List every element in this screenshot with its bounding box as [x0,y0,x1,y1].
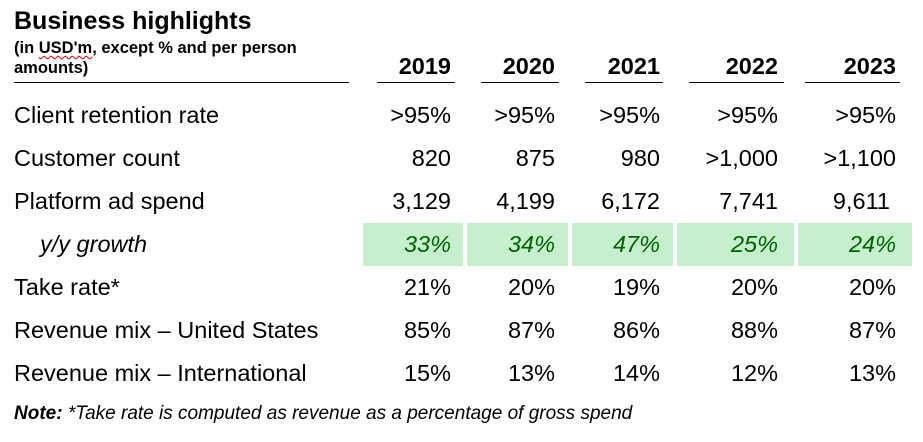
footnote-prefix: Note: [14,403,63,424]
growth-row-cell-gap [463,223,467,266]
table-cell: 21% [403,274,451,300]
table-cell: 87% [507,317,555,343]
table-cell: 980 [620,145,660,171]
year-header-2019: 2019 [398,53,451,79]
table-cell: 25% [730,231,778,257]
table-cell: 820 [411,145,451,171]
table-subtitle: (in USD'm, except % and per person amoun… [14,38,349,78]
table-cell: 875 [515,145,555,171]
row-label-revenue-mix-us: Revenue mix – United States [14,317,319,343]
table-cell: 24% [848,231,896,257]
row-label-customer-count: Customer count [14,145,180,171]
table-cell: 13% [848,360,896,386]
growth-row-highlight [363,223,912,266]
table-cell: >1,100 [823,145,896,171]
table-cell: 87% [848,317,896,343]
year-2021-underline [585,82,663,83]
row-label-yy-growth: y/y growth [40,231,148,257]
label-column-underline [14,82,349,83]
table-cell: 20% [730,274,778,300]
subtitle-suffix: , except % and per person amounts) [14,39,297,77]
growth-row-cell-gap [794,223,798,266]
year-header-2022: 2022 [725,53,778,79]
growth-row-cell-gap [568,223,572,266]
table-cell: 3,129 [392,188,451,214]
table-cell: 86% [612,317,660,343]
row-label-take-rate: Take rate* [14,274,120,300]
year-header-2021: 2021 [607,53,660,79]
table-cell: 47% [612,231,660,257]
row-label-revenue-mix-international: Revenue mix – International [14,360,307,386]
table-cell: >95% [599,102,660,128]
subtitle-currency-unit: USD'm [38,39,93,57]
year-2019-underline [377,82,455,83]
subtitle-prefix: (in [14,39,39,57]
table-cell: >95% [494,102,555,128]
table-cell: >95% [390,102,451,128]
table-cell: 33% [403,231,451,257]
table-cell: >95% [717,102,778,128]
footnote: Note: *Take rate is computed as revenue … [14,402,632,426]
table-cell: 12% [730,360,778,386]
table-cell: 6,172 [601,188,660,214]
table-cell: 19% [612,274,660,300]
table-cell: 85% [403,317,451,343]
year-header-2023: 2023 [843,53,896,79]
table-cell: 9,611 [832,188,890,214]
table-cell: 7,741 [719,188,778,214]
footnote-text: *Take rate is computed as revenue as a p… [62,403,633,424]
table-cell: 13% [507,360,555,386]
growth-row-cell-gap [673,223,677,266]
table-cell: 20% [507,274,555,300]
table-cell: 4,199 [496,188,555,214]
table-cell: >95% [835,102,896,128]
row-label-client-retention-rate: Client retention rate [14,102,220,128]
row-label-platform-ad-spend: Platform ad spend [14,188,205,214]
year-2022-underline [689,82,784,83]
table-cell: 20% [848,274,896,300]
table-cell: >1,000 [705,145,778,171]
year-2023-underline [805,82,900,83]
year-2020-underline [481,82,559,83]
table-title: Business highlights [14,7,252,35]
table-cell: 34% [507,231,555,257]
table-cell: 15% [403,360,451,386]
table-cell: 14% [612,360,660,386]
table-cell: 88% [730,317,778,343]
year-header-2020: 2020 [502,53,555,79]
